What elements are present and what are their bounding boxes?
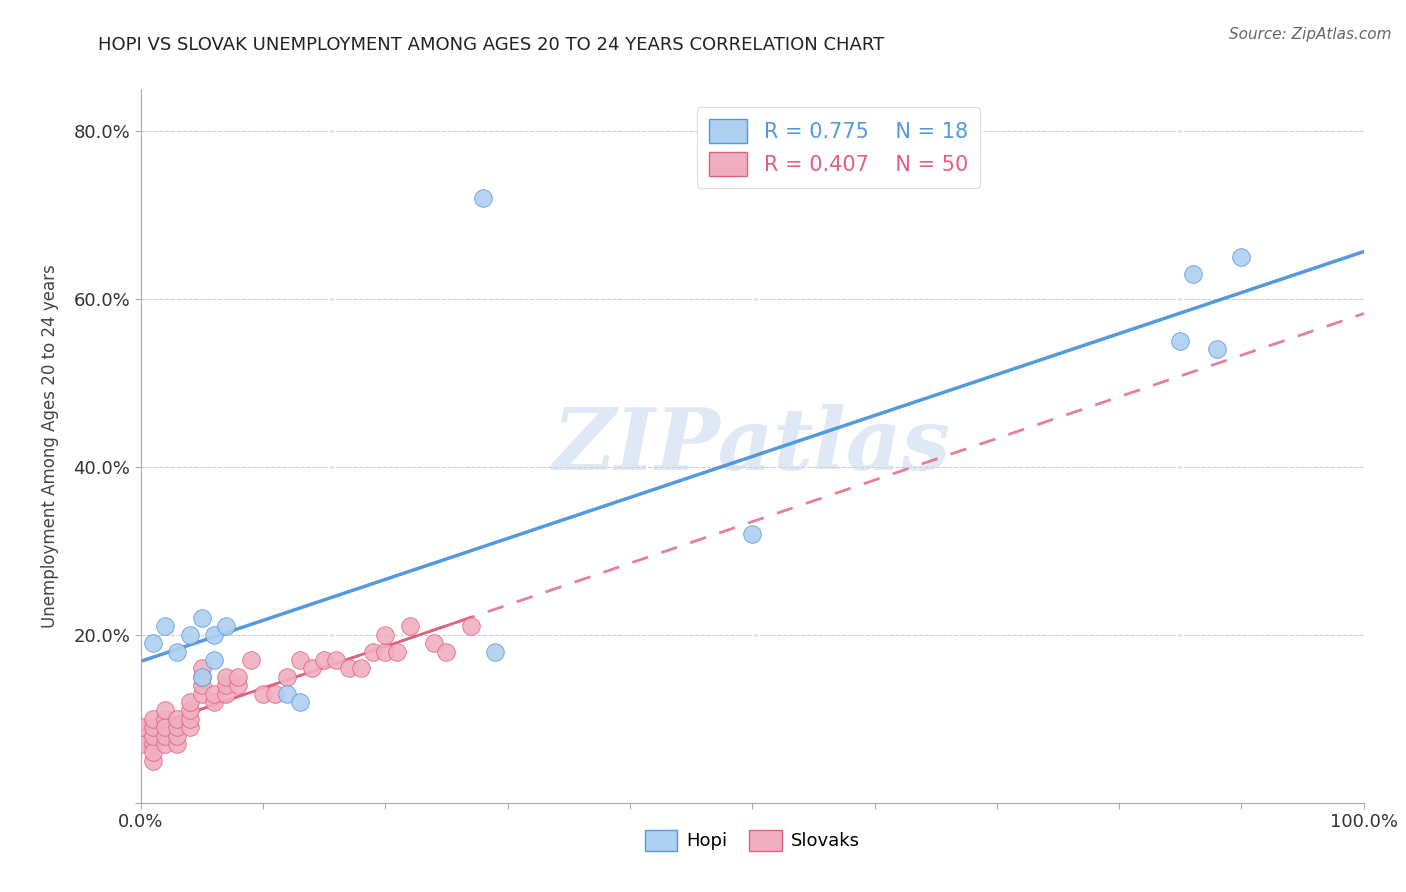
- Point: [228, 670, 250, 684]
- Point: [484, 645, 506, 659]
- Point: [153, 619, 176, 633]
- Point: [264, 687, 287, 701]
- Point: [215, 678, 238, 692]
- Point: [228, 678, 250, 692]
- Point: [191, 678, 214, 692]
- Point: [202, 687, 225, 701]
- Point: [166, 720, 188, 734]
- Point: [142, 729, 165, 743]
- Point: [153, 737, 176, 751]
- Point: [1170, 334, 1192, 348]
- Point: [276, 670, 298, 684]
- Text: HOPI VS SLOVAK UNEMPLOYMENT AMONG AGES 20 TO 24 YEARS CORRELATION CHART: HOPI VS SLOVAK UNEMPLOYMENT AMONG AGES 2…: [98, 36, 884, 54]
- Point: [179, 703, 201, 717]
- Point: [179, 628, 201, 642]
- Point: [252, 687, 274, 701]
- Point: [179, 695, 201, 709]
- Point: [374, 628, 396, 642]
- Point: [215, 670, 238, 684]
- Point: [398, 619, 420, 633]
- Point: [423, 636, 446, 650]
- Point: [153, 712, 176, 726]
- Point: [288, 695, 311, 709]
- Y-axis label: Unemployment Among Ages 20 to 24 years: Unemployment Among Ages 20 to 24 years: [41, 264, 59, 628]
- Point: [361, 645, 384, 659]
- Point: [191, 670, 214, 684]
- Point: [191, 670, 214, 684]
- Point: [436, 645, 458, 659]
- Point: [202, 653, 225, 667]
- Point: [301, 661, 323, 675]
- Point: [191, 661, 214, 675]
- Point: [142, 720, 165, 734]
- Text: Source: ZipAtlas.com: Source: ZipAtlas.com: [1229, 27, 1392, 42]
- Point: [337, 661, 360, 675]
- Point: [202, 695, 225, 709]
- Point: [350, 661, 373, 675]
- Point: [166, 737, 188, 751]
- Point: [142, 712, 165, 726]
- Point: [166, 712, 188, 726]
- Point: [166, 729, 188, 743]
- Point: [142, 737, 165, 751]
- Point: [142, 746, 165, 760]
- Point: [288, 653, 311, 667]
- Point: [153, 703, 176, 717]
- Point: [239, 653, 262, 667]
- Point: [215, 687, 238, 701]
- Point: [1181, 267, 1204, 281]
- Point: [387, 645, 409, 659]
- Point: [276, 687, 298, 701]
- Point: [1206, 343, 1229, 357]
- Point: [312, 653, 335, 667]
- Point: [191, 687, 214, 701]
- Point: [179, 712, 201, 726]
- Point: [179, 720, 201, 734]
- Point: [472, 191, 495, 205]
- Point: [1230, 250, 1253, 264]
- Point: [129, 720, 152, 734]
- Point: [374, 645, 396, 659]
- Point: [191, 611, 214, 625]
- Point: [215, 619, 238, 633]
- Point: [741, 527, 763, 541]
- Point: [142, 754, 165, 768]
- Point: [460, 619, 482, 633]
- Point: [325, 653, 347, 667]
- Point: [153, 720, 176, 734]
- Point: [166, 645, 188, 659]
- Point: [129, 737, 152, 751]
- Legend: Hopi, Slovaks: Hopi, Slovaks: [637, 822, 868, 858]
- Text: ZIPatlas: ZIPatlas: [553, 404, 952, 488]
- Point: [142, 636, 165, 650]
- Point: [153, 729, 176, 743]
- Point: [202, 628, 225, 642]
